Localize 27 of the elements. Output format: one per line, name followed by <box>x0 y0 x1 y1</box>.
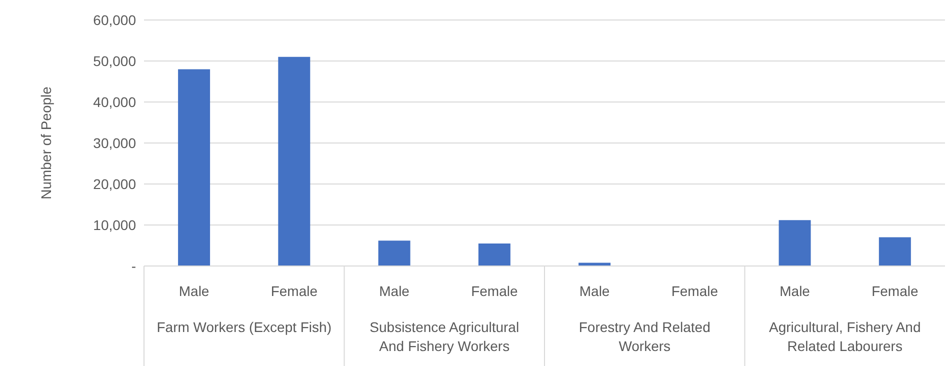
x-tick-label: Female <box>471 283 518 299</box>
y-tick-label: - <box>131 258 136 274</box>
y-tick-label: 20,000 <box>93 176 136 192</box>
y-tick-label: 40,000 <box>93 94 136 110</box>
text: Farm Workers (Except Fish) <box>156 319 332 335</box>
y-tick-label: 30,000 <box>93 134 136 151</box>
bar <box>378 240 410 266</box>
bar <box>278 56 310 266</box>
y-tick-label: 10,000 <box>93 216 136 233</box>
text: Forestry And Related Workers <box>578 319 710 354</box>
bar <box>878 237 911 266</box>
x-tick-label: Male <box>178 283 210 299</box>
x-tick-label: Female <box>872 283 918 299</box>
x-tick-label: Male <box>780 283 810 299</box>
text: Subsistence Agricultural And Fishery Workers <box>370 319 520 354</box>
bar <box>778 220 811 266</box>
bar <box>478 243 510 266</box>
bar <box>178 69 210 266</box>
x-tick-label: Male <box>379 283 410 299</box>
y-tick-label: 50,000 <box>93 52 136 69</box>
x-tick-label: Male <box>579 283 610 299</box>
bar <box>578 262 611 266</box>
x-tick-label: Female <box>270 283 318 299</box>
y-axis-title: Number of People <box>38 86 54 200</box>
text: Agricultural, Fishery And Related Labourers <box>769 319 921 354</box>
x-tick-label: Female <box>671 283 718 299</box>
y-tick-label: 60,000 <box>93 12 136 28</box>
